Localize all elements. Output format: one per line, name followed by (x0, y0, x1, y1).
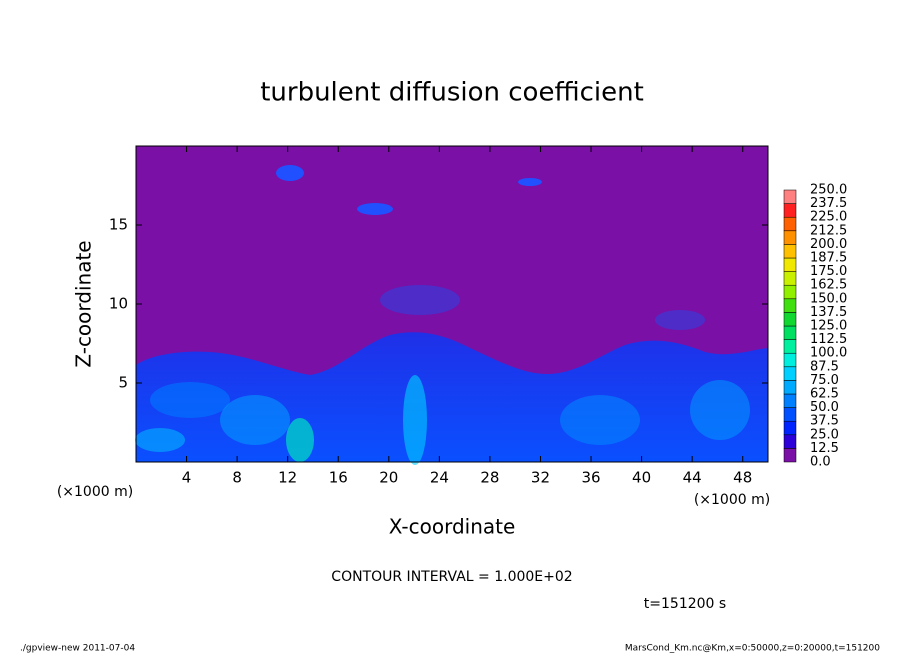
colorbar-box (783, 216, 797, 232)
colorbar-box (783, 352, 797, 368)
colorbar-box (783, 339, 797, 354)
colorbar-box (783, 312, 797, 327)
y-tick-label: 10 (109, 295, 128, 313)
colorbar-label: 62.5 (810, 387, 839, 402)
colorbar-label: 100.0 (810, 346, 847, 361)
colorbar-box (783, 230, 797, 245)
field-blob (357, 203, 393, 215)
field-swirl (135, 428, 185, 452)
colorbar-box (783, 407, 797, 422)
x-unit-left: (×1000 m) (57, 484, 133, 500)
colorbar-box (783, 203, 797, 218)
x-tick-label: 4 (182, 469, 192, 487)
colorbar-label: 112.5 (810, 332, 847, 347)
x-axis-label: X-coordinate (389, 515, 516, 539)
field (135, 146, 768, 465)
field-swirl (286, 418, 314, 462)
x-tick-label: 28 (480, 469, 499, 487)
colorbar-label: 12.5 (810, 441, 839, 456)
y-tick-label: 5 (118, 374, 128, 392)
colorbar-box (783, 284, 797, 300)
x-tick-label: 16 (329, 469, 348, 487)
colorbar-box (783, 189, 797, 204)
x-tick-label: 32 (531, 469, 550, 487)
y-tick-label: 15 (109, 216, 128, 234)
colorbar-label: 125.0 (810, 319, 847, 334)
x-tick-label: 8 (232, 469, 242, 487)
footer-right: MarsCond_Km.nc@Km,x=0:50000,z=0:20000,t=… (625, 644, 880, 654)
colorbar-box (783, 325, 797, 340)
colorbar-box (783, 244, 797, 259)
field-swirl (690, 380, 750, 440)
colorbar-label: 237.5 (810, 196, 847, 211)
colorbar-box (783, 420, 797, 436)
colorbar-box (783, 380, 797, 395)
chart-title: turbulent diffusion coefficient (260, 78, 644, 108)
colorbar-label: 150.0 (810, 291, 847, 306)
colorbar-label: 75.0 (810, 373, 839, 388)
colorbar-box (783, 257, 797, 272)
x-tick-label: 36 (581, 469, 600, 487)
colorbar-label: 50.0 (810, 400, 839, 415)
colorbar-box (783, 271, 797, 286)
colorbar-box (783, 298, 797, 313)
x-tick-label: 24 (430, 469, 449, 487)
colorbar-label: 225.0 (810, 210, 847, 225)
colorbar-label: 0.0 (810, 455, 831, 470)
colorbar-label: 137.5 (810, 305, 847, 320)
colorbar-box (783, 393, 797, 408)
x-tick-label: 40 (632, 469, 651, 487)
x-tick-label: 44 (683, 469, 702, 487)
field-blob (276, 165, 304, 181)
colorbar-label: 37.5 (810, 414, 839, 429)
field-swirl (403, 375, 427, 465)
field-blob (655, 310, 705, 330)
colorbar-box (783, 434, 797, 449)
colorbar-label: 200.0 (810, 237, 847, 252)
x-tick-label: 20 (379, 469, 398, 487)
time-label: t=151200 s (644, 596, 726, 612)
field-blob (380, 285, 460, 315)
colorbar-label: 250.0 (810, 183, 847, 198)
colorbar-label: 87.5 (810, 359, 839, 374)
x-unit-right: (×1000 m) (694, 492, 770, 508)
colorbar-label: 25.0 (810, 427, 839, 442)
x-tick-label: 48 (733, 469, 752, 487)
y-axis-label: Z-coordinate (72, 240, 96, 367)
colorbar-label: 162.5 (810, 278, 847, 293)
field-swirl (150, 382, 230, 418)
colorbar-label: 212.5 (810, 223, 847, 238)
colorbar-box (783, 366, 797, 381)
field-swirl (220, 395, 290, 445)
colorbar-label: 187.5 (810, 251, 847, 266)
field-swirl (560, 395, 640, 445)
field-blob (518, 178, 542, 186)
annotation: CONTOUR INTERVAL = 1.000E+02 (331, 569, 572, 585)
colorbar-box (783, 448, 797, 463)
colorbar-label: 175.0 (810, 264, 847, 279)
x-tick-label: 12 (278, 469, 297, 487)
footer-left: ./gpview-new 2011-07-04 (20, 644, 135, 654)
